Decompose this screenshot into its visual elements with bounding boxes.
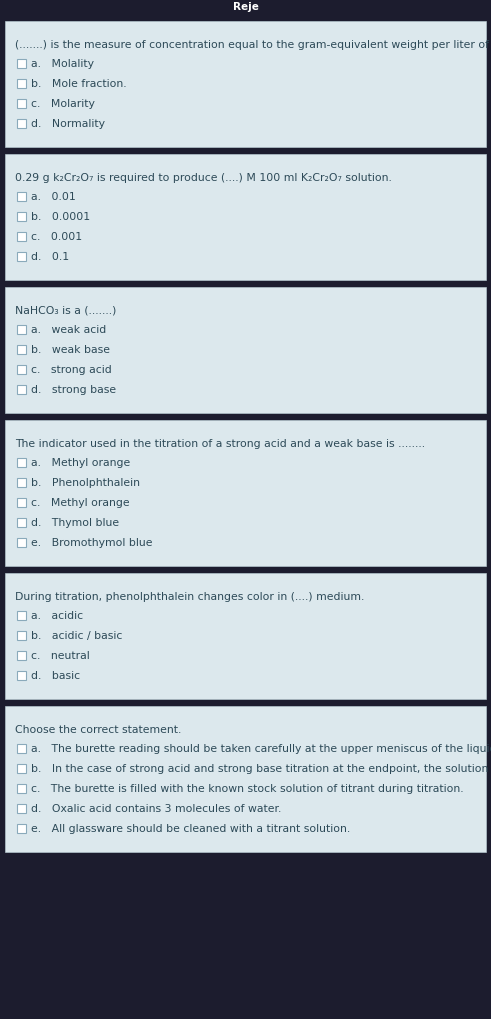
FancyBboxPatch shape (5, 421, 486, 567)
Text: Reje: Reje (233, 2, 258, 12)
Text: b.   In the case of strong acid and strong base titration at the endpoint, the s: b. In the case of strong acid and strong… (31, 763, 491, 773)
Text: a.   Molality: a. Molality (31, 59, 94, 69)
FancyBboxPatch shape (17, 345, 26, 355)
FancyBboxPatch shape (17, 804, 26, 813)
FancyBboxPatch shape (17, 59, 26, 68)
Text: a.   weak acid: a. weak acid (31, 325, 106, 334)
Text: a.   acidic: a. acidic (31, 610, 83, 621)
Text: c.   neutral: c. neutral (31, 650, 90, 660)
Text: d.   basic: d. basic (31, 671, 80, 681)
FancyBboxPatch shape (17, 744, 26, 753)
Text: d.   strong base: d. strong base (31, 384, 116, 394)
FancyBboxPatch shape (17, 79, 26, 89)
Text: d.   Normality: d. Normality (31, 119, 105, 128)
Text: c.   0.001: c. 0.001 (31, 231, 82, 242)
Text: b.   Mole fraction.: b. Mole fraction. (31, 78, 127, 89)
Text: (.......) is the measure of concentration equal to the gram-equivalent weight pe: (.......) is the measure of concentratio… (15, 40, 491, 50)
Text: d.   Thymol blue: d. Thymol blue (31, 518, 119, 528)
Text: c.   strong acid: c. strong acid (31, 365, 112, 375)
FancyBboxPatch shape (17, 325, 26, 334)
FancyBboxPatch shape (17, 498, 26, 507)
Text: c.   Molarity: c. Molarity (31, 99, 95, 109)
FancyBboxPatch shape (5, 155, 486, 280)
FancyBboxPatch shape (17, 232, 26, 242)
Text: a.   The burette reading should be taken carefully at the upper meniscus of the : a. The burette reading should be taken c… (31, 743, 491, 753)
FancyBboxPatch shape (17, 651, 26, 660)
Text: d.   0.1: d. 0.1 (31, 252, 69, 262)
Text: c.   Methyl orange: c. Methyl orange (31, 497, 130, 507)
FancyBboxPatch shape (17, 538, 26, 547)
FancyBboxPatch shape (17, 385, 26, 394)
FancyBboxPatch shape (17, 119, 26, 128)
Text: b.   Phenolphthalein: b. Phenolphthalein (31, 478, 140, 487)
FancyBboxPatch shape (17, 193, 26, 202)
Text: c.   The burette is filled with the known stock solution of titrant during titra: c. The burette is filled with the known … (31, 784, 464, 793)
Text: b.   0.0001: b. 0.0001 (31, 212, 90, 222)
FancyBboxPatch shape (17, 365, 26, 374)
FancyBboxPatch shape (17, 100, 26, 108)
FancyBboxPatch shape (17, 518, 26, 527)
FancyBboxPatch shape (5, 22, 486, 148)
Text: The indicator used in the titration of a strong acid and a weak base is ........: The indicator used in the titration of a… (15, 438, 425, 448)
FancyBboxPatch shape (17, 631, 26, 640)
Text: e.   Bromothymol blue: e. Bromothymol blue (31, 537, 153, 547)
Text: NaHCO₃ is a (.......): NaHCO₃ is a (.......) (15, 306, 116, 316)
FancyBboxPatch shape (17, 459, 26, 467)
Text: e.   All glassware should be cleaned with a titrant solution.: e. All glassware should be cleaned with … (31, 823, 350, 834)
FancyBboxPatch shape (17, 764, 26, 772)
FancyBboxPatch shape (17, 784, 26, 793)
FancyBboxPatch shape (17, 212, 26, 221)
Text: 0.29 g k₂Cr₂O₇ is required to produce (....) M 100 ml K₂Cr₂O₇ solution.: 0.29 g k₂Cr₂O₇ is required to produce (.… (15, 173, 392, 182)
FancyBboxPatch shape (0, 0, 491, 15)
FancyBboxPatch shape (17, 253, 26, 261)
Text: d.   Oxalic acid contains 3 molecules of water.: d. Oxalic acid contains 3 molecules of w… (31, 803, 281, 813)
FancyBboxPatch shape (17, 671, 26, 680)
FancyBboxPatch shape (5, 287, 486, 414)
FancyBboxPatch shape (17, 478, 26, 487)
Text: b.   weak base: b. weak base (31, 344, 110, 355)
Text: a.   0.01: a. 0.01 (31, 192, 76, 202)
FancyBboxPatch shape (5, 706, 486, 852)
Text: Choose the correct statement.: Choose the correct statement. (15, 725, 181, 735)
FancyBboxPatch shape (5, 574, 486, 699)
FancyBboxPatch shape (17, 611, 26, 620)
Text: b.   acidic / basic: b. acidic / basic (31, 631, 122, 640)
Text: a.   Methyl orange: a. Methyl orange (31, 458, 130, 468)
FancyBboxPatch shape (17, 823, 26, 833)
Text: During titration, phenolphthalein changes color in (....) medium.: During titration, phenolphthalein change… (15, 591, 364, 601)
